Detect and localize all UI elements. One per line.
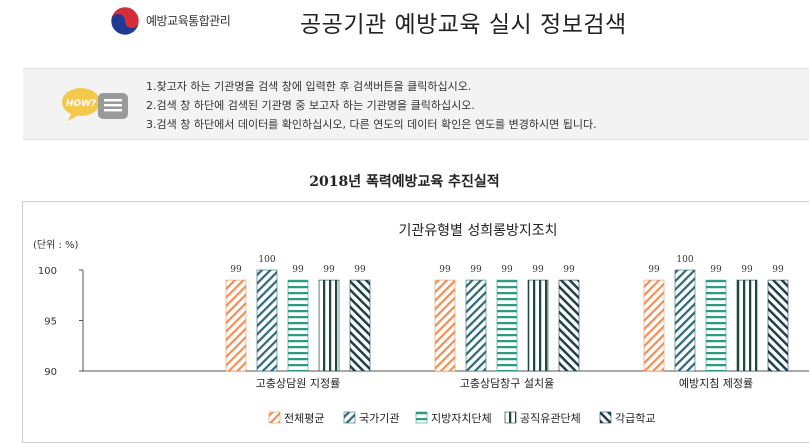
legend-swatch — [599, 411, 612, 424]
data-label: 99 — [741, 265, 753, 275]
data-label: 99 — [563, 265, 575, 275]
chart-frame: 기관유형별 성희롱방지조치 (단위 : %) 90 95 100 99 100 99 99 99 고… — [22, 201, 809, 443]
help-speech-icon: HOW? — [62, 88, 128, 121]
bar — [465, 279, 487, 372]
bar — [318, 279, 340, 372]
category-label: 고충상담원 지정률 — [256, 377, 340, 390]
help-line-1: 1.찾고자 하는 기관명을 검색 창에 입력한 후 검색버튼을 클릭하십시오. — [146, 80, 472, 93]
data-label: 99 — [501, 265, 513, 275]
help-icon-text: HOW? — [66, 99, 96, 109]
bar — [527, 279, 549, 372]
help-line-2: 2.검색 창 하단에 검색된 기관명 중 보고자 하는 기관명을 클릭하십시오. — [146, 99, 475, 112]
chart-title: 기관유형별 성희롱방지조치 — [398, 223, 557, 239]
data-label: 99 — [292, 265, 304, 275]
page-title: 공공기관 예방교육 실시 정보검색 — [300, 12, 627, 38]
data-label: 100 — [258, 255, 275, 265]
bar — [256, 269, 278, 372]
bar — [674, 269, 696, 372]
bar — [496, 279, 518, 372]
legend-label: 공직유관단체 — [520, 412, 581, 425]
bar — [558, 279, 580, 372]
data-label: 99 — [772, 265, 784, 275]
data-label: 99 — [470, 265, 482, 275]
legend-swatch — [343, 411, 356, 424]
data-label: 99 — [230, 265, 242, 275]
category-label: 예방지침 제정률 — [679, 377, 753, 390]
bar — [736, 279, 758, 372]
legend-swatch — [268, 411, 281, 424]
legend-swatch — [415, 411, 428, 424]
y-tick-label: 95 — [44, 317, 57, 328]
bar — [767, 279, 789, 372]
unit-label: (단위 : %) — [33, 238, 79, 251]
data-label: 99 — [532, 265, 544, 275]
legend-label: 지방자치단체 — [431, 412, 492, 425]
data-label: 99 — [439, 265, 451, 275]
bar — [643, 279, 665, 372]
bar — [287, 279, 309, 372]
help-line-3: 3.검색 창 하단에서 데이터를 확인하십시오, 다른 연도의 데이터 확인은 … — [146, 118, 597, 131]
header: 예방교육통합관리 공공기관 예방교육 실시 정보검색 — [0, 0, 809, 50]
logo-text[interactable]: 예방교육통합관리 — [146, 14, 231, 28]
category-label: 고충상담창구 설치율 — [460, 377, 555, 390]
y-tick-label: 100 — [38, 266, 57, 277]
legend-label: 국가기관 — [359, 412, 399, 425]
help-instructions: 1.찾고자 하는 기관명을 검색 창에 입력한 후 검색버튼을 클릭하십시오. … — [146, 77, 597, 134]
legend-swatch — [504, 411, 517, 424]
data-label: 99 — [323, 265, 335, 275]
data-label: 99 — [648, 265, 660, 275]
bar — [705, 279, 727, 372]
data-label: 99 — [710, 265, 722, 275]
help-box: HOW? 1.찾고자 하는 기관명을 검색 창에 입력한 후 검색버튼을 클릭하… — [23, 68, 809, 140]
chart-section-heading: 2018년 폭력예방교육 추진실적 — [309, 174, 500, 190]
bar — [349, 279, 371, 372]
data-label: 99 — [354, 265, 366, 275]
legend-label: 전체평균 — [284, 412, 324, 425]
bar — [434, 279, 456, 372]
legend-label: 각급학교 — [615, 412, 655, 425]
data-label: 100 — [676, 255, 693, 265]
bar — [225, 279, 247, 372]
government-emblem-icon — [110, 6, 140, 36]
bar-chart: 기관유형별 성희롱방지조치 (단위 : %) 90 95 100 99 100 99 99 99 고… — [33, 223, 809, 425]
y-tick-label: 90 — [44, 367, 57, 378]
